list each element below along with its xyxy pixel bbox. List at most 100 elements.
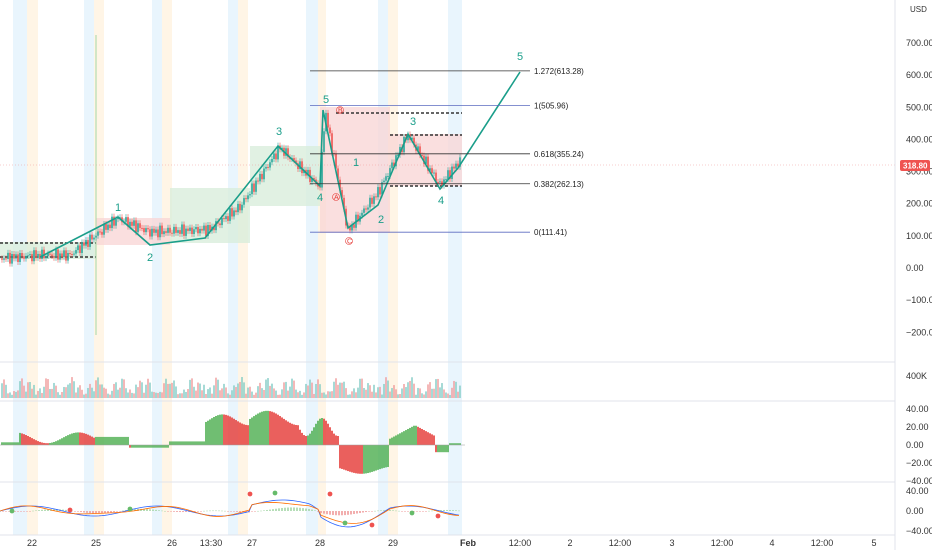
candle xyxy=(455,163,457,169)
candle xyxy=(327,112,329,128)
candle xyxy=(413,137,415,145)
fibonacci-levels[interactable]: 1.272(613.28) 1(505.96) 0.618(355.24) 0.382… xyxy=(310,67,584,237)
candle xyxy=(371,197,373,204)
ao-bar xyxy=(205,421,207,445)
volume-bar xyxy=(239,381,241,398)
volume-bar xyxy=(373,384,375,398)
candle xyxy=(287,148,289,158)
candle xyxy=(433,172,435,174)
volume-bar xyxy=(389,391,391,398)
ao-bar xyxy=(27,435,29,445)
candle xyxy=(101,231,103,235)
ao-bar xyxy=(77,432,79,445)
ao-bar xyxy=(281,417,283,445)
volume-bar xyxy=(399,394,401,398)
macd-hist xyxy=(443,509,445,511)
candle xyxy=(299,161,301,170)
candle xyxy=(161,225,163,235)
ao-bar xyxy=(177,441,179,445)
volume-bar xyxy=(269,385,271,398)
volume-bar xyxy=(297,392,299,398)
candle xyxy=(53,255,55,258)
candle xyxy=(311,178,313,182)
macd-hist xyxy=(161,510,163,512)
volume-bar xyxy=(251,391,253,398)
time-axis[interactable]: 22 25 26 13:30 27 28 29 Feb 12:00 2 12:00 3 12:00 4 12… xyxy=(27,538,877,548)
candle xyxy=(25,255,27,259)
volume-bar xyxy=(97,377,99,398)
candle xyxy=(41,249,43,259)
ao-bar xyxy=(379,445,381,470)
candle xyxy=(341,190,343,198)
macd-hist xyxy=(269,509,271,511)
price-tick-5: 200.00 xyxy=(906,199,932,209)
candle xyxy=(259,173,261,182)
price-tick-4: 300.00 xyxy=(906,167,932,177)
ao-bar xyxy=(339,445,341,469)
volume-bar xyxy=(127,392,129,398)
ao-bar xyxy=(309,433,311,445)
ao-bar xyxy=(37,441,39,445)
candle xyxy=(233,210,235,217)
macd-hist xyxy=(422,511,424,512)
ao-bar xyxy=(335,435,337,445)
ao-bar xyxy=(347,445,349,472)
ao-bar xyxy=(387,445,389,467)
ao-bar xyxy=(385,445,387,468)
volume-bar xyxy=(149,382,151,398)
volume-bar xyxy=(447,393,449,398)
macd-hist xyxy=(281,507,283,511)
wave-label-0: 1 xyxy=(115,202,121,214)
ao-bar xyxy=(295,424,297,445)
volume-bar xyxy=(133,393,135,398)
price-tick-9: −200.00 xyxy=(906,327,932,337)
ao-bar xyxy=(197,441,199,445)
volume-bar xyxy=(95,380,97,398)
volume-bar xyxy=(199,383,201,398)
volume-bar xyxy=(437,378,439,398)
macd-hist xyxy=(20,511,22,512)
volume-bar xyxy=(93,391,95,398)
macd-hist xyxy=(164,510,166,512)
macd-hist xyxy=(113,511,115,513)
candle xyxy=(147,228,149,230)
candle xyxy=(297,163,299,170)
volume-bar xyxy=(233,385,235,398)
macd-hist xyxy=(245,511,247,513)
volume-bar xyxy=(143,392,145,398)
ao-bar xyxy=(307,435,309,445)
ao-bar xyxy=(457,443,459,445)
candle xyxy=(335,153,337,169)
candle xyxy=(71,254,73,256)
volume-bar xyxy=(187,389,189,398)
volume-bar xyxy=(361,378,363,398)
price-axis[interactable]: 700.00 600.00 500.00 400.00 300.00 200.00 100.… xyxy=(894,0,932,550)
volume-bar xyxy=(35,394,37,398)
candle xyxy=(389,168,391,176)
elliott-wave-lines[interactable] xyxy=(39,71,521,258)
volume-bar xyxy=(107,393,109,398)
ao-bar xyxy=(21,433,23,445)
ao-bar xyxy=(101,436,103,445)
volume-bar xyxy=(365,389,367,398)
price-tick-0: 700.00 xyxy=(906,38,932,48)
ao-bar xyxy=(187,441,189,445)
ao-bar xyxy=(345,445,347,471)
volume-bar xyxy=(299,390,301,398)
ao-bar xyxy=(121,436,123,445)
ao-bar xyxy=(161,445,163,448)
volume-bar xyxy=(293,380,295,398)
volume-bar xyxy=(279,394,281,398)
volume-bar xyxy=(91,387,93,398)
candle xyxy=(79,245,81,253)
macd-hist xyxy=(449,509,451,511)
ao-bar xyxy=(429,433,431,445)
volume-bar xyxy=(259,382,261,398)
ao-bar xyxy=(139,445,141,448)
volume-bar xyxy=(327,391,329,398)
ao-bar xyxy=(239,422,241,445)
candle xyxy=(281,147,283,150)
candle xyxy=(3,258,5,260)
ao-bar xyxy=(229,416,231,445)
